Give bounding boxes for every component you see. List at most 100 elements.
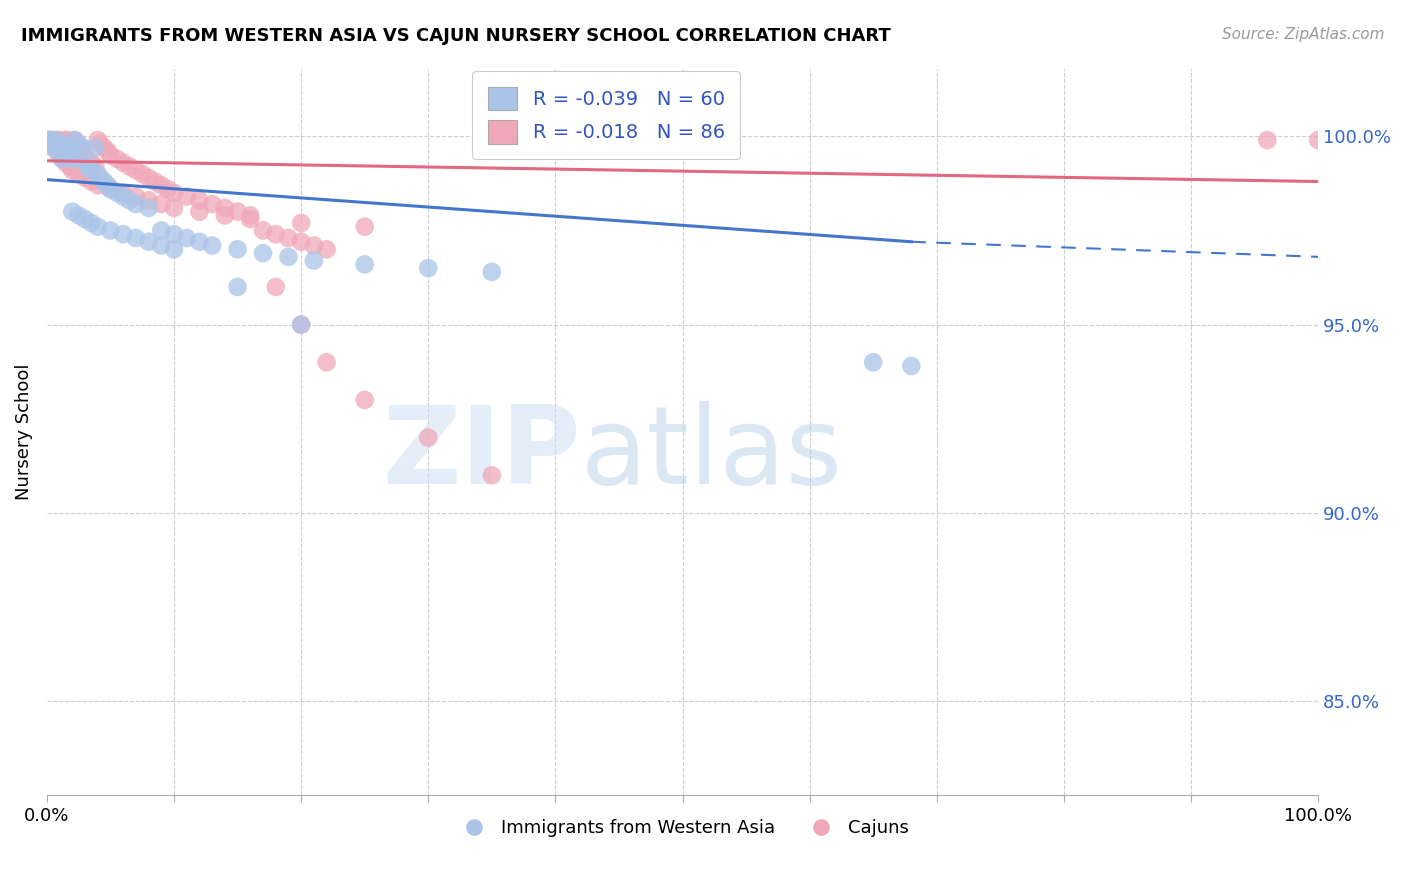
- Point: [55, 140, 77, 154]
- Point: [100, 182, 122, 196]
- Point: [277, 250, 299, 264]
- Point: [131, 167, 153, 181]
- Point: [59, 148, 82, 162]
- Point: [176, 231, 198, 245]
- Point: [481, 468, 503, 483]
- Point: [188, 194, 211, 208]
- Point: [66, 136, 89, 151]
- Point: [143, 174, 166, 188]
- Point: [277, 231, 299, 245]
- Point: [93, 174, 115, 188]
- Point: [46, 136, 69, 151]
- Text: Source: ZipAtlas.com: Source: ZipAtlas.com: [1222, 27, 1385, 42]
- Point: [72, 145, 94, 159]
- Point: [97, 178, 120, 193]
- Point: [252, 246, 274, 260]
- Point: [302, 253, 325, 268]
- Point: [49, 148, 72, 162]
- Point: [163, 227, 186, 242]
- Point: [239, 208, 262, 222]
- Point: [80, 174, 103, 188]
- Point: [862, 355, 884, 369]
- Point: [48, 133, 70, 147]
- Point: [418, 431, 440, 445]
- Point: [112, 155, 135, 169]
- Point: [48, 148, 70, 162]
- Point: [112, 186, 135, 200]
- Point: [87, 219, 110, 234]
- Point: [84, 140, 107, 154]
- Point: [150, 223, 173, 237]
- Point: [59, 136, 82, 151]
- Point: [60, 145, 83, 159]
- Point: [48, 145, 70, 159]
- Point: [226, 242, 249, 256]
- Point: [37, 133, 59, 147]
- Point: [60, 140, 83, 154]
- Point: [49, 136, 72, 151]
- Point: [41, 136, 63, 151]
- Point: [60, 163, 83, 178]
- Point: [69, 140, 91, 154]
- Point: [89, 170, 111, 185]
- Legend: Immigrants from Western Asia, Cajuns: Immigrants from Western Asia, Cajuns: [449, 812, 915, 845]
- Point: [900, 359, 922, 373]
- Point: [46, 140, 69, 154]
- Point: [118, 194, 141, 208]
- Point: [67, 136, 90, 151]
- Point: [84, 160, 107, 174]
- Point: [44, 140, 66, 154]
- Point: [226, 280, 249, 294]
- Point: [264, 280, 287, 294]
- Point: [100, 223, 122, 237]
- Point: [290, 235, 312, 249]
- Point: [481, 265, 503, 279]
- Point: [239, 212, 262, 227]
- Point: [214, 208, 236, 222]
- Point: [89, 136, 111, 151]
- Point: [67, 208, 90, 222]
- Point: [1256, 133, 1278, 147]
- Point: [60, 204, 83, 219]
- Point: [80, 216, 103, 230]
- Point: [201, 238, 224, 252]
- Point: [156, 182, 179, 196]
- Point: [93, 140, 115, 154]
- Point: [63, 133, 86, 147]
- Point: [150, 178, 173, 193]
- Text: ZIP: ZIP: [382, 401, 581, 507]
- Point: [42, 136, 65, 151]
- Point: [353, 392, 375, 407]
- Point: [97, 145, 120, 159]
- Point: [39, 136, 62, 151]
- Point: [201, 197, 224, 211]
- Point: [41, 133, 63, 147]
- Point: [105, 152, 128, 166]
- Point: [55, 136, 77, 151]
- Point: [72, 140, 94, 154]
- Point: [87, 133, 110, 147]
- Point: [76, 160, 98, 174]
- Point: [353, 219, 375, 234]
- Text: atlas: atlas: [581, 401, 842, 507]
- Point: [46, 136, 69, 151]
- Point: [226, 204, 249, 219]
- Point: [87, 178, 110, 193]
- Point: [150, 197, 173, 211]
- Point: [100, 148, 122, 162]
- Point: [264, 227, 287, 242]
- Point: [188, 235, 211, 249]
- Point: [76, 152, 98, 166]
- Point: [73, 155, 96, 169]
- Point: [163, 186, 186, 200]
- Point: [51, 152, 73, 166]
- Point: [67, 167, 90, 181]
- Point: [112, 189, 135, 203]
- Point: [52, 136, 75, 151]
- Point: [56, 133, 79, 147]
- Point: [59, 160, 82, 174]
- Point: [38, 133, 60, 147]
- Point: [42, 140, 65, 154]
- Point: [56, 145, 79, 159]
- Point: [176, 189, 198, 203]
